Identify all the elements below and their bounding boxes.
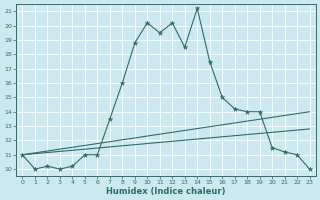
X-axis label: Humidex (Indice chaleur): Humidex (Indice chaleur) [106,187,226,196]
